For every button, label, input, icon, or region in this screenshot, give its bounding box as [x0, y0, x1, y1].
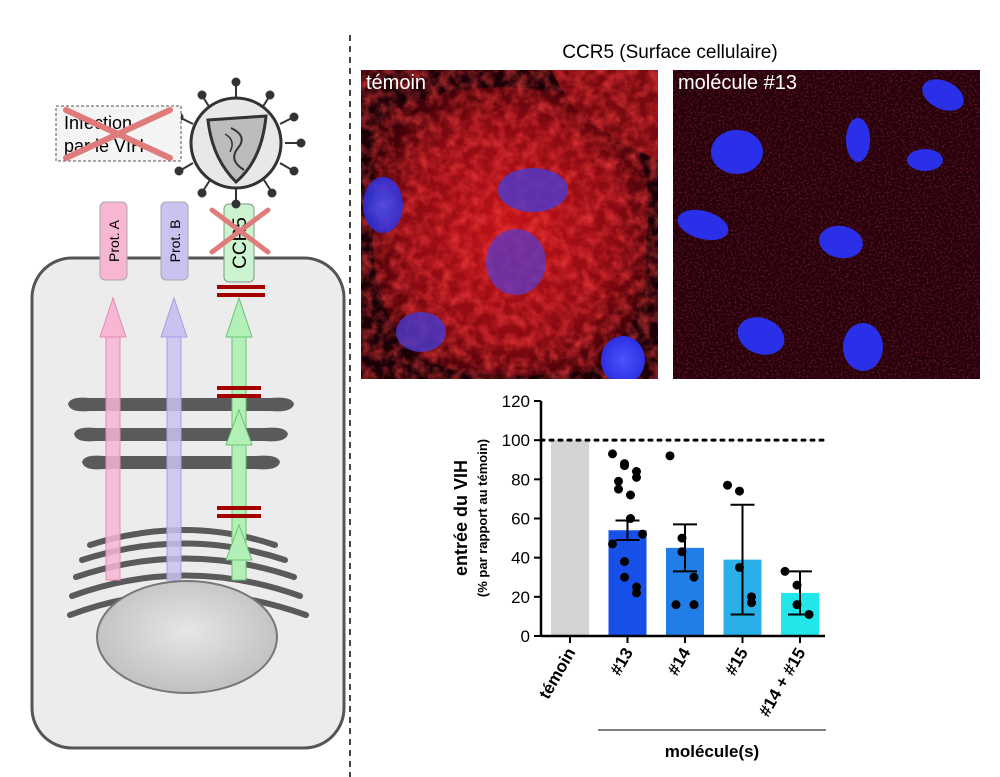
cell-nucleus: [96, 580, 278, 694]
microscopy-image-control: [361, 70, 658, 379]
ccr5-block-cross: [209, 207, 271, 255]
data-point: [671, 600, 681, 610]
infection-block-cross: [63, 107, 173, 161]
hiv-virus-icon: [174, 77, 306, 209]
y-tick-label: 100: [502, 431, 530, 450]
data-point: [677, 533, 687, 543]
data-point: [632, 588, 641, 598]
microscopy-panel-control: témoin: [361, 70, 658, 379]
x-tick-label: témoin: [535, 645, 579, 703]
data-point: [747, 598, 756, 608]
microscopy-panel-molecule13: molécule #13: [673, 70, 980, 379]
y-tick-label: 40: [511, 549, 530, 568]
prot-a-arrow: [99, 296, 127, 581]
data-point: [689, 572, 699, 582]
data-point: [632, 472, 641, 482]
data-point: [780, 566, 790, 576]
data-point: [735, 562, 744, 572]
x-tick-label: #13: [606, 645, 637, 679]
y-tick-label: 60: [511, 510, 530, 529]
bar-chart: 0 20 40 60 80 100 120 témoin #13 #14 #15 #14 + #15 e…: [451, 392, 827, 761]
data-point: [792, 580, 802, 590]
data-point: [677, 547, 687, 557]
y-axis-label: entrée du VIH: [451, 460, 471, 576]
data-point: [620, 461, 629, 471]
data-point: [723, 480, 732, 490]
prot-b-arrow: [160, 296, 188, 581]
data-point: [804, 609, 814, 619]
x-axis-label: molécule(s): [665, 742, 759, 761]
prot-b-box: [160, 201, 189, 281]
y-tick-label: 20: [511, 588, 530, 607]
data-point: [665, 451, 675, 461]
data-point: [626, 514, 635, 523]
bar: [551, 440, 589, 636]
microscopy-title: CCR5 (Surface cellulaire): [562, 42, 778, 63]
data-point: [608, 539, 617, 549]
data-point: [620, 557, 629, 567]
data-point: [608, 449, 617, 459]
y-tick-label: 80: [511, 470, 530, 489]
data-point: [792, 600, 802, 610]
x-tick-label: #14: [664, 644, 695, 679]
prot-b-label: Prot. B: [167, 220, 183, 263]
transport-block-marks: [217, 285, 265, 518]
panel-label-control: témoin: [366, 72, 427, 94]
data-point: [689, 600, 699, 610]
cell-diagram: Prot. A Prot. B CCR5: [30, 77, 346, 750]
y-axis-sublabel: (% par rapport au témoin): [475, 439, 490, 597]
data-point: [614, 476, 623, 486]
data-point: [735, 486, 744, 496]
y-tick-label: 120: [502, 392, 530, 411]
x-tick-label: #15: [721, 645, 752, 679]
bar: [608, 530, 647, 636]
y-tick-label: 0: [521, 627, 530, 646]
prot-a-box: [99, 201, 128, 281]
data-point: [638, 529, 647, 539]
panel-label-molecule13: molécule #13: [678, 72, 797, 94]
prot-a-label: Prot. A: [106, 219, 122, 262]
data-point: [626, 490, 635, 500]
data-point: [614, 484, 623, 494]
microscopy-image-molecule13: [673, 70, 980, 379]
x-tick-label: #14 + #15: [755, 645, 810, 720]
data-point: [620, 572, 629, 582]
